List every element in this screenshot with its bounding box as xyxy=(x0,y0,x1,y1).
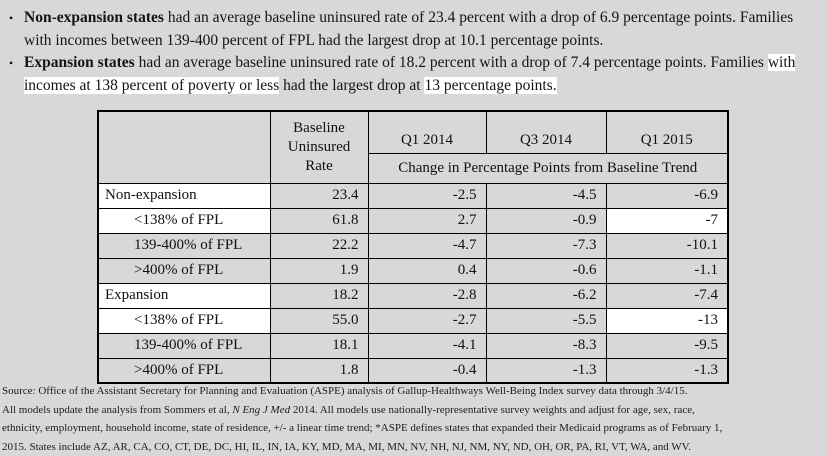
bullet-body-text: had an average baseline uninsured rate o… xyxy=(135,54,768,71)
cell-row-label: >400% of FPL xyxy=(98,258,270,283)
journal-name: N Eng J Med xyxy=(232,404,290,416)
source-text: 2014. All models use nationally-represen… xyxy=(290,404,695,416)
cell-q3-2014: -4.5 xyxy=(486,183,606,208)
cell-q1-2015: -1.3 xyxy=(606,358,728,383)
cell-q3-2014: -5.5 xyxy=(486,308,606,333)
cell-q1-2014: 2.7 xyxy=(368,208,486,233)
table-row-exp-over-400: >400% of FPL 1.8 -0.4 -1.3 -1.3 xyxy=(98,358,728,383)
cell-q1-2014: -4.7 xyxy=(368,233,486,258)
table-row-exp-under-138: <138% of FPL 55.0 -2.7 -5.5 -13 xyxy=(98,308,728,333)
highlighted-text: 13 percentage points. xyxy=(424,77,556,94)
header-cell-q1-2014: Q1 2014 xyxy=(368,111,486,153)
cell-q1-2014: 0.4 xyxy=(368,258,486,283)
table-row-non-expansion: Non-expansion 23.4 -2.5 -4.5 -6.9 xyxy=(98,183,728,208)
cell-q1-2014: -4.1 xyxy=(368,333,486,358)
bullet-lead-text: Expansion states xyxy=(24,54,135,71)
bullet-text: Non-expansion states had an average base… xyxy=(24,7,822,52)
cell-q3-2014: -7.3 xyxy=(486,233,606,258)
source-text: All models update the analysis from Somm… xyxy=(2,404,232,416)
bullet-item-non-expansion: • Non-expansion states had an average ba… xyxy=(0,7,822,52)
cell-q1-2014: -2.5 xyxy=(368,183,486,208)
cell-baseline: 1.8 xyxy=(270,358,368,383)
cell-q1-2015: -6.9 xyxy=(606,183,728,208)
cell-q1-2015: -13 xyxy=(606,308,728,333)
cell-q3-2014: -8.3 xyxy=(486,333,606,358)
cell-q1-2014: -0.4 xyxy=(368,358,486,383)
cell-baseline: 18.1 xyxy=(270,333,368,358)
cell-row-label: 139-400% of FPL xyxy=(98,333,270,358)
header-cell-change-label: Change in Percentage Points from Baselin… xyxy=(368,153,728,183)
header-cell-empty xyxy=(98,111,270,183)
cell-q3-2014: -1.3 xyxy=(486,358,606,383)
cell-baseline: 61.8 xyxy=(270,208,368,233)
cell-q3-2014: -0.6 xyxy=(486,258,606,283)
cell-q3-2014: -6.2 xyxy=(486,283,606,308)
cell-q1-2015: -9.5 xyxy=(606,333,728,358)
cell-baseline: 1.9 xyxy=(270,258,368,283)
table-row-expansion: Expansion 18.2 -2.8 -6.2 -7.4 xyxy=(98,283,728,308)
key-findings-list: • Non-expansion states had an average ba… xyxy=(0,7,822,97)
cell-row-label: <138% of FPL xyxy=(98,208,270,233)
cell-q1-2015: -10.1 xyxy=(606,233,728,258)
header-cell-q1-2015: Q1 2015 xyxy=(606,111,728,153)
source-line: ethnicity, employment, household income,… xyxy=(2,419,826,438)
cell-row-label: 139-400% of FPL xyxy=(98,233,270,258)
source-line: 2015. States include AZ, AR, CA, CO, CT,… xyxy=(2,438,826,456)
table-row-nonexp-under-138: <138% of FPL 61.8 2.7 -0.9 -7 xyxy=(98,208,728,233)
table-header-row: Baseline Uninsured Rate Q1 2014 Q3 2014 … xyxy=(98,111,728,153)
cell-q1-2015: -7 xyxy=(606,208,728,233)
table-row-exp-139-400: 139-400% of FPL 18.1 -4.1 -8.3 -9.5 xyxy=(98,333,728,358)
bullet-icon: • xyxy=(0,7,24,52)
cell-q1-2014: -2.7 xyxy=(368,308,486,333)
cell-baseline: 23.4 xyxy=(270,183,368,208)
source-line: Source: Office of the Assistant Secretar… xyxy=(2,382,826,401)
source-note: Source: Office of the Assistant Secretar… xyxy=(2,382,826,456)
cell-baseline: 22.2 xyxy=(270,233,368,258)
bullet-icon: • xyxy=(0,52,24,97)
table-row-nonexp-over-400: >400% of FPL 1.9 0.4 -0.6 -1.1 xyxy=(98,258,728,283)
bullet-item-expansion: • Expansion states had an average baseli… xyxy=(0,52,822,97)
bullet-text: Expansion states had an average baseline… xyxy=(24,52,822,97)
cell-baseline: 55.0 xyxy=(270,308,368,333)
table-row-nonexp-139-400: 139-400% of FPL 22.2 -4.7 -7.3 -10.1 xyxy=(98,233,728,258)
header-cell-baseline: Baseline Uninsured Rate xyxy=(270,111,368,183)
bullet-lead-text: Non-expansion states xyxy=(24,9,164,26)
cell-row-label: <138% of FPL xyxy=(98,308,270,333)
bullet-body-text: had the largest drop at xyxy=(279,77,424,94)
cell-q3-2014: -0.9 xyxy=(486,208,606,233)
cell-row-label: Non-expansion xyxy=(98,183,270,208)
cell-row-label: Expansion xyxy=(98,283,270,308)
header-cell-q3-2014: Q3 2014 xyxy=(486,111,606,153)
cell-q1-2014: -2.8 xyxy=(368,283,486,308)
cell-baseline: 18.2 xyxy=(270,283,368,308)
source-line: All models update the analysis from Somm… xyxy=(2,401,826,420)
cell-q1-2015: -7.4 xyxy=(606,283,728,308)
cell-row-label: >400% of FPL xyxy=(98,358,270,383)
uninsured-rate-table: Baseline Uninsured Rate Q1 2014 Q3 2014 … xyxy=(97,110,729,384)
cell-q1-2015: -1.1 xyxy=(606,258,728,283)
